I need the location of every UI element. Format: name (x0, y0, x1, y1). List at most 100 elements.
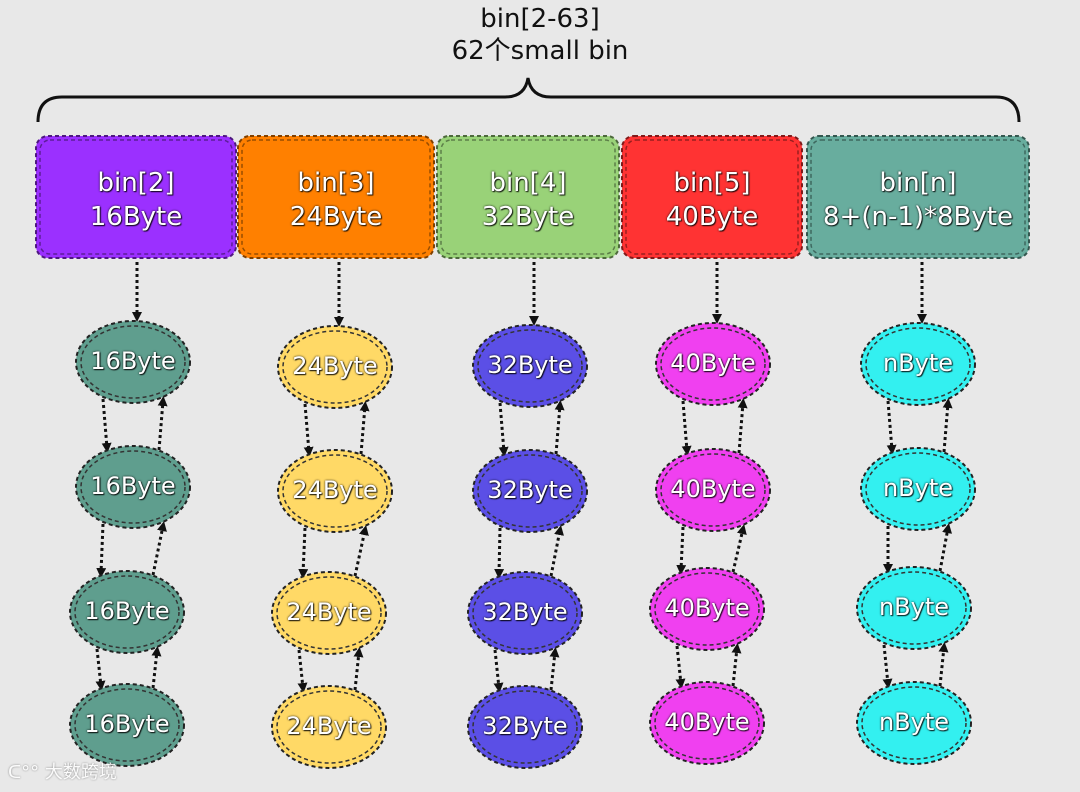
chunk-node (860, 447, 976, 531)
bin-size: 8+(n-1)*8Byte (823, 202, 1013, 232)
bin-label: bin[n] 8+(n-1)*8Byte (807, 166, 1029, 234)
chunk-node (649, 681, 765, 765)
next-pointer-arrow (297, 649, 308, 693)
bin-box (806, 135, 1030, 259)
chunk-node (271, 571, 387, 655)
chunk-node (472, 449, 588, 533)
chunk-node (69, 683, 185, 767)
bin-box-inner-border (625, 139, 799, 255)
bin-box (35, 135, 237, 259)
bin-name: bin[2] (97, 168, 175, 198)
chunk-label: 24Byte (286, 712, 372, 740)
chunk-node-inner-border (861, 686, 967, 760)
bin-size: 32Byte (481, 202, 575, 232)
chunk-label: 40Byte (670, 349, 756, 377)
bin-name: bin[n] (879, 168, 957, 198)
bin-box-inner-border (39, 139, 233, 255)
next-pointer-arrow (298, 527, 309, 579)
chunk-node-inner-border (861, 571, 967, 645)
chunk-node-inner-border (865, 452, 971, 526)
prev-pointer-arrow (731, 524, 747, 573)
chunk-node-inner-border (660, 453, 766, 527)
next-pointer-arrow (882, 644, 893, 689)
chunk-node-inner-border (654, 572, 760, 646)
prev-pointer-arrow (151, 646, 162, 689)
bin-name: bin[5] (673, 168, 751, 198)
prev-pointer-arrow (353, 647, 364, 691)
chunk-node (860, 322, 976, 406)
prev-pointer-arrow (737, 398, 748, 454)
chunk-node-inner-border (472, 576, 578, 650)
next-pointer-arrow (95, 648, 106, 691)
chunk-node-inner-border (80, 450, 186, 524)
bin-size: 24Byte (289, 202, 383, 232)
bin-label: bin[5] 40Byte (622, 166, 802, 234)
bin-box-inner-border (440, 139, 616, 255)
prev-pointer-arrow (938, 523, 953, 572)
chunk-node (75, 445, 191, 529)
prev-pointer-arrow (353, 525, 369, 577)
chunk-label: nByte (878, 593, 950, 621)
bin-box-inner-border (241, 139, 431, 255)
bin-size: 40Byte (665, 202, 759, 232)
chunk-node (655, 448, 771, 532)
next-pointer-arrow (498, 402, 509, 457)
next-pointer-arrow (675, 645, 686, 689)
watermark-logo: ᑕ°° 大数跨境 (8, 762, 117, 783)
chunk-node (467, 685, 583, 769)
prev-pointer-arrow (549, 647, 560, 691)
chunk-node-inner-border (80, 325, 186, 399)
chunk-node (69, 570, 185, 654)
prev-pointer-arrow (942, 398, 953, 453)
bin-box (237, 135, 435, 259)
chunk-node (271, 685, 387, 769)
prev-pointer-arrow (554, 400, 565, 455)
bin-name: bin[3] (297, 168, 375, 198)
chunk-label: nByte (878, 708, 950, 736)
chunk-node-inner-border (276, 690, 382, 764)
chunk-label: 16Byte (90, 347, 176, 375)
bin-label: bin[4] 32Byte (437, 166, 619, 234)
diagram-title: bin[2-63] (480, 4, 600, 34)
bin-size: 16Byte (89, 202, 183, 232)
chunk-node (472, 324, 588, 408)
bin-label: bin[2] 16Byte (36, 166, 236, 234)
bin-name: bin[4] (489, 168, 567, 198)
chunk-label: 40Byte (664, 594, 750, 622)
chunk-node (649, 567, 765, 651)
grouping-brace (36, 77, 1021, 123)
watermark-icon: ᑕ°° (8, 762, 40, 783)
prev-pointer-arrow (938, 642, 949, 687)
chunk-node (277, 325, 393, 409)
chunk-node-inner-border (472, 690, 578, 764)
chunk-node-inner-border (654, 686, 760, 760)
chunk-label: nByte (882, 349, 954, 377)
next-pointer-arrow (96, 523, 107, 578)
prev-pointer-arrow (157, 396, 168, 451)
next-pointer-arrow (681, 400, 692, 456)
chunk-label: 16Byte (90, 472, 176, 500)
chunk-label: 32Byte (487, 476, 573, 504)
bin-box-inner-border (810, 139, 1026, 255)
chunk-node (467, 571, 583, 655)
chunk-label: 40Byte (664, 708, 750, 736)
bin-label: bin[3] 24Byte (238, 166, 434, 234)
chunk-node-inner-border (276, 576, 382, 650)
chunk-node-inner-border (660, 327, 766, 401)
chunk-label: 16Byte (84, 597, 170, 625)
next-pointer-arrow (493, 649, 504, 693)
prev-pointer-arrow (359, 401, 370, 455)
next-pointer-arrow (676, 526, 687, 575)
chunk-label: 32Byte (487, 351, 573, 379)
next-pointer-arrow (101, 398, 112, 453)
chunk-label: 24Byte (286, 598, 372, 626)
prev-pointer-arrow (731, 643, 742, 687)
chunk-node (856, 681, 972, 765)
chunk-node-inner-border (477, 329, 583, 403)
chunk-label: 32Byte (482, 598, 568, 626)
chunk-node (856, 566, 972, 650)
chunk-label: 24Byte (292, 352, 378, 380)
chunk-node-inner-border (865, 327, 971, 401)
next-pointer-arrow (886, 400, 897, 455)
chunk-label: 32Byte (482, 712, 568, 740)
